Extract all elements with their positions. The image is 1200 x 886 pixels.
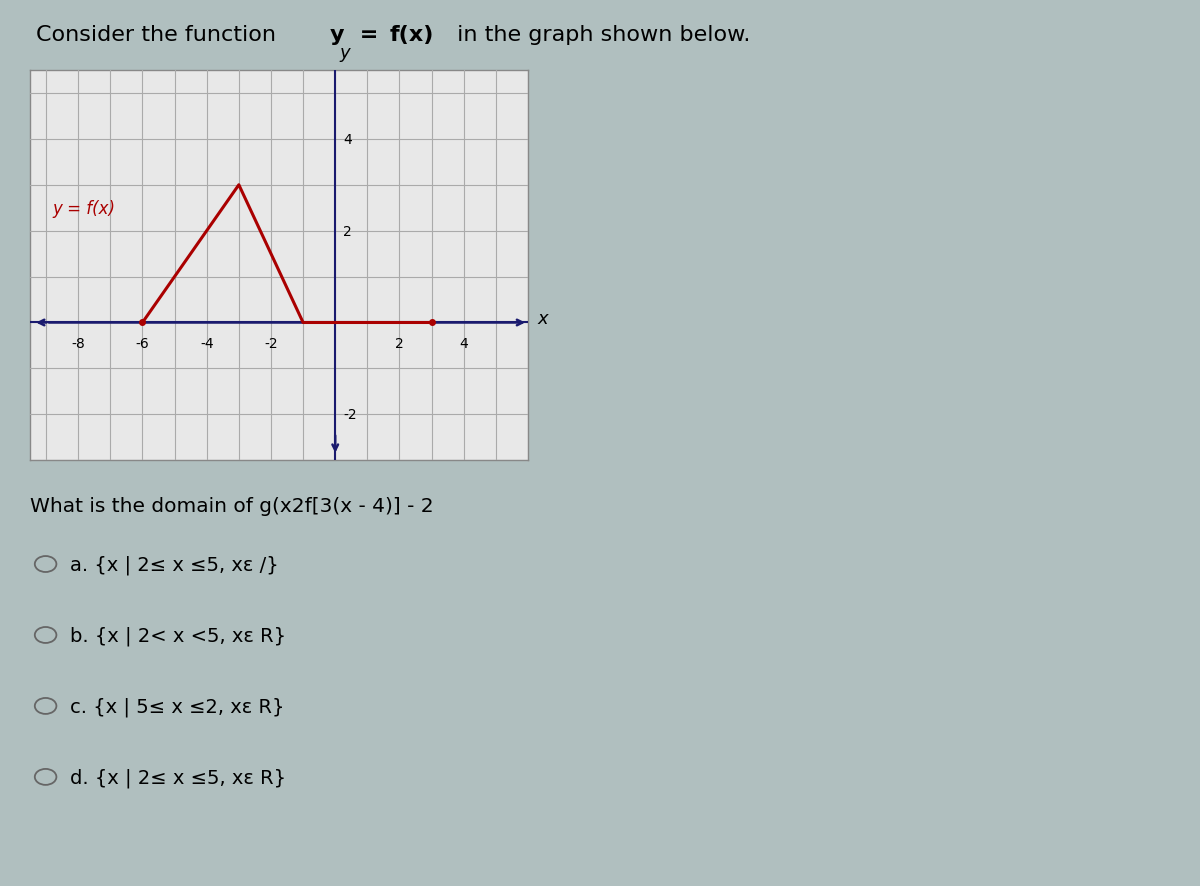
Text: y = f(x): y = f(x) <box>53 199 115 217</box>
Text: Consider the function: Consider the function <box>36 26 283 45</box>
Text: 2: 2 <box>343 224 352 238</box>
Text: d. {x | 2≤ x ≤5, xε R}: d. {x | 2≤ x ≤5, xε R} <box>70 767 286 787</box>
Text: y: y <box>330 26 344 45</box>
Text: 4: 4 <box>460 337 468 351</box>
Text: What is the domain of g(x2f[3(x - 4)] - 2: What is the domain of g(x2f[3(x - 4)] - … <box>30 496 433 515</box>
Text: -2: -2 <box>264 337 277 351</box>
Text: =: = <box>352 26 385 45</box>
Text: f(x): f(x) <box>390 26 434 45</box>
Text: b. {x | 2< x <5, xε R}: b. {x | 2< x <5, xε R} <box>70 626 286 645</box>
Text: -8: -8 <box>71 337 85 351</box>
Text: -4: -4 <box>200 337 214 351</box>
Text: a. {x | 2≤ x ≤5, xε /}: a. {x | 2≤ x ≤5, xε /} <box>70 555 278 574</box>
Text: c. {x | 5≤ x ≤2, xε R}: c. {x | 5≤ x ≤2, xε R} <box>70 696 284 716</box>
Text: 4: 4 <box>343 133 352 147</box>
Text: 2: 2 <box>395 337 404 351</box>
Text: in the graph shown below.: in the graph shown below. <box>450 26 750 45</box>
Text: x: x <box>538 309 548 328</box>
Text: -2: -2 <box>343 408 356 422</box>
Text: -6: -6 <box>136 337 149 351</box>
Text: y: y <box>340 43 350 62</box>
